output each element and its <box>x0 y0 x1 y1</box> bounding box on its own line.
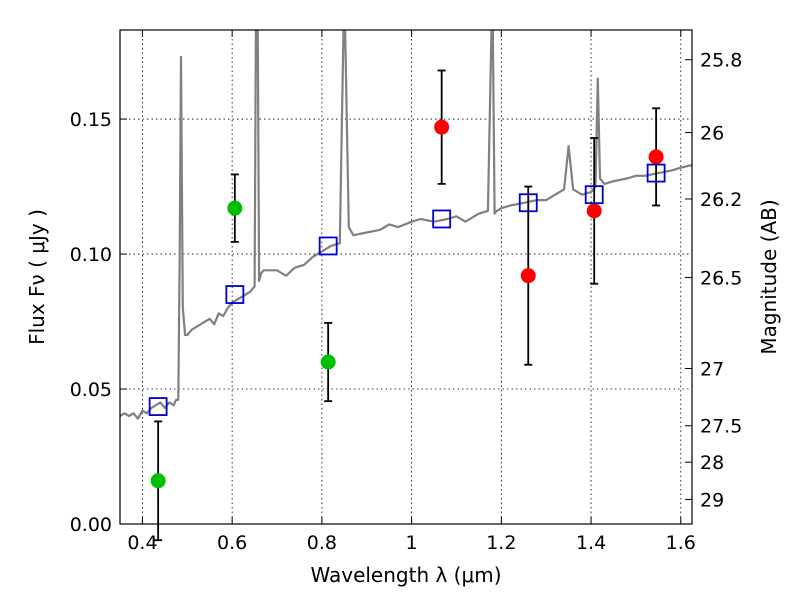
data-point <box>434 119 450 135</box>
right-tick-label: 25.8 <box>700 50 742 72</box>
right-tick-label: 27.5 <box>700 416 742 438</box>
x-axis: 0.4 0.6 0.8 1 1.2 1.4 1.6 <box>127 30 696 554</box>
grid-lines <box>120 30 692 525</box>
right-tick-label: 29 <box>700 489 724 511</box>
right-tick-label: 26 <box>700 123 724 145</box>
model-point <box>148 397 168 416</box>
x-axis-title: Wavelength λ (μm) <box>310 563 501 587</box>
right-magnitude-axis: 25.8 26 26.2 26.5 27 27.5 28 29 <box>685 50 742 511</box>
x-tick-label: 1.2 <box>486 532 516 554</box>
plot-frame <box>119 29 693 525</box>
model-point <box>584 185 604 205</box>
right-tick-label: 26.2 <box>700 189 742 211</box>
data-point <box>520 268 536 284</box>
y-tick-label: 0.00 <box>70 514 112 536</box>
y-tick-label: 0.15 <box>70 109 112 131</box>
spectrum-line <box>120 30 692 420</box>
model-point <box>318 236 338 256</box>
data-markers <box>148 69 666 542</box>
x-tick-label: 1.6 <box>666 532 696 554</box>
right-axis-title: Magnitude (AB) <box>757 199 781 354</box>
y-tick-label: 0.05 <box>70 379 112 401</box>
y-axis-title: Flux Fν ( μJy ) <box>25 209 49 345</box>
y-axis: 0.00 0.05 0.10 0.15 <box>70 109 127 536</box>
right-tick-label: 27 <box>700 359 724 381</box>
model-point <box>646 163 666 183</box>
x-tick-label: 0.8 <box>307 532 337 554</box>
x-tick-label: 1.4 <box>576 532 606 554</box>
data-point <box>586 203 602 219</box>
y-tick-label: 0.10 <box>70 244 112 266</box>
x-tick-label: 0.4 <box>127 532 157 554</box>
data-point <box>227 200 243 216</box>
x-tick-label: 1 <box>406 532 418 554</box>
model-point <box>518 193 538 213</box>
data-point <box>648 149 664 165</box>
right-tick-label: 26.5 <box>700 268 742 290</box>
model-point <box>225 285 245 304</box>
data-point <box>320 354 336 370</box>
right-tick-label: 28 <box>700 452 724 474</box>
model-point <box>432 209 452 229</box>
plot-area <box>120 30 692 420</box>
x-tick-label: 0.6 <box>217 532 247 554</box>
data-point <box>150 473 166 489</box>
